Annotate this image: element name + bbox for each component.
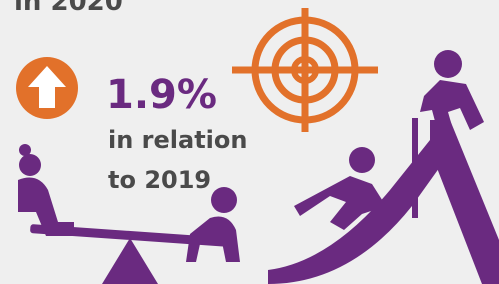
stat-caption: in relation bbox=[108, 126, 247, 154]
stat-caption: to 2019 bbox=[108, 166, 211, 194]
background bbox=[0, 0, 499, 284]
up-arrow-badge bbox=[16, 57, 78, 119]
page: in 2020 1.9% in relation to 2019 (() => … bbox=[0, 0, 499, 284]
stat-value: 1.9% bbox=[106, 72, 217, 118]
year-line: in 2020 bbox=[14, 0, 123, 17]
infographic: in 2020 1.9% in relation to 2019 bbox=[0, 0, 499, 284]
